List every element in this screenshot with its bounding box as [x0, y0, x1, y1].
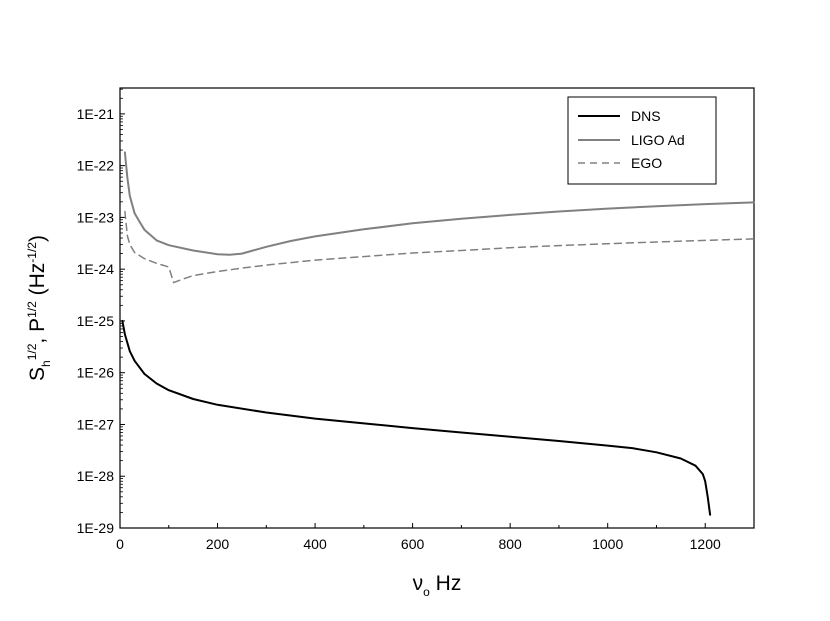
legend-label-ligo: LIGO Ad: [631, 132, 685, 148]
y-tick-label: 1E-28: [77, 468, 115, 484]
x-tick-label: 1200: [690, 536, 721, 552]
legend-box: [567, 96, 717, 185]
x-axis-title: νo Hz: [413, 572, 462, 599]
series-line-dns: [121, 319, 712, 516]
y-axis-title-s-sup: 1/2: [25, 343, 39, 360]
series-line-ligo-ad: [123, 151, 755, 256]
y-axis-title-open: (Hz: [26, 263, 49, 302]
y-tick-label: 1E-21: [77, 106, 115, 122]
y-axis-title: Sh1/2, P1/2 (Hz-1/2): [25, 235, 53, 381]
x-axis-title-subscript: o: [423, 585, 430, 599]
y-axis-title-close: ): [26, 235, 49, 242]
y-axis-title-sep: ,: [26, 332, 49, 344]
legend-label-dns: DNS: [631, 108, 661, 124]
legend-label-ego: EGO: [631, 155, 662, 171]
y-tick-label: 1E-23: [77, 209, 115, 225]
y-axis-title-p: P: [26, 318, 49, 332]
tick-labels: 0 200 400 600 800 1000 1200 1E-21 1E-22 1E-23 1E-2…: [77, 106, 721, 552]
y-axis-title-s-sub: h: [39, 360, 53, 367]
x-tick-label: 200: [206, 536, 230, 552]
x-axis-title-rest: Hz: [430, 572, 462, 595]
y-tick-label: 1E-25: [77, 313, 115, 329]
y-axis-title-s: S: [26, 367, 49, 381]
x-axis-title-base: ν: [413, 572, 424, 595]
y-tick-label: 1E-24: [77, 261, 115, 277]
x-tick-label: 600: [401, 536, 425, 552]
axis-ticks: [119, 88, 706, 529]
series-lines: [121, 151, 755, 516]
y-tick-label: 1E-27: [77, 416, 115, 432]
y-tick-label: 1E-22: [77, 158, 115, 174]
plot-frame: [119, 87, 755, 529]
x-tick-label: 0: [116, 536, 124, 552]
x-tick-label: 400: [303, 536, 327, 552]
y-tick-label: 1E-29: [77, 520, 115, 536]
legend: DNS LIGO Ad EGO: [567, 96, 717, 185]
x-tick-label: 1000: [592, 536, 623, 552]
series-line-ego: [124, 210, 755, 284]
y-axis-title-unit-sup: -1/2: [25, 242, 39, 263]
y-axis-title-p-sup: 1/2: [25, 301, 39, 318]
x-tick-label: 800: [498, 536, 522, 552]
y-tick-label: 1E-26: [77, 365, 115, 381]
